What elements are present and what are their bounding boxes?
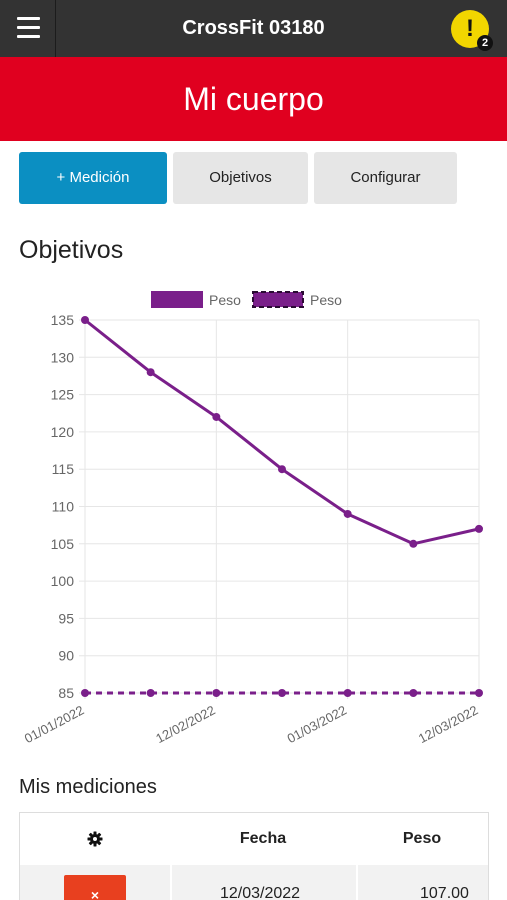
objectives-button[interactable]: Objetivos	[173, 152, 308, 204]
data-point-solid	[278, 465, 286, 474]
y-tick-label: 110	[52, 499, 75, 515]
y-tick-label: 85	[58, 685, 74, 701]
y-tick-label: 115	[52, 461, 75, 477]
column-separator	[170, 865, 172, 900]
data-point-dashed	[278, 689, 286, 697]
y-tick-label: 95	[58, 610, 74, 626]
legend-label-dashed: Peso	[310, 292, 342, 308]
legend-swatch-dashed	[252, 291, 304, 308]
data-point-dashed	[475, 689, 483, 697]
y-tick-label: 100	[51, 573, 75, 589]
data-point-dashed	[409, 689, 418, 697]
hamburger-menu-icon-line	[17, 26, 40, 29]
table-row: × 12/03/2022 107.00	[20, 865, 488, 900]
chart-series	[81, 316, 483, 697]
y-tick-label: 105	[51, 536, 75, 552]
chart-legend: Peso Peso	[151, 291, 342, 308]
data-point-dashed	[212, 689, 221, 697]
alert-count-badge: 2	[477, 35, 493, 51]
data-point-dashed	[146, 689, 155, 697]
weight-column-header: Peso	[402, 830, 442, 847]
top-bar: CrossFit 03180 ! 2	[0, 0, 507, 57]
menu-button[interactable]	[0, 0, 56, 57]
data-point-solid	[343, 509, 352, 518]
data-point-solid	[146, 368, 155, 377]
data-point-solid	[81, 316, 89, 324]
objectives-heading: Objetivos	[19, 236, 124, 264]
hamburger-menu-icon	[17, 17, 40, 20]
x-tick-label: 12/03/2022	[416, 702, 481, 746]
data-point-dashed	[343, 689, 352, 697]
settings-column-header[interactable]	[20, 813, 170, 865]
configure-button[interactable]: Configurar	[314, 152, 457, 204]
hamburger-menu-icon-line	[17, 35, 40, 38]
column-separator	[356, 865, 358, 900]
x-tick-label: 01/01/2022	[22, 702, 87, 746]
date-column-header: Fecha	[239, 830, 287, 847]
y-tick-label: 130	[51, 349, 75, 365]
page-title: Mi cuerpo	[183, 81, 324, 117]
x-tick-label: 12/02/2022	[153, 702, 218, 746]
measurements-table: Fecha Peso × 12/03/2022 107.00	[19, 812, 489, 900]
exclamation-icon: !	[466, 15, 474, 42]
data-point-solid	[212, 412, 221, 421]
table-header: Fecha Peso	[20, 813, 488, 865]
y-tick-label: 125	[51, 387, 75, 403]
legend-swatch-solid	[151, 291, 203, 308]
row-weight: 107.00	[420, 885, 469, 900]
app-title: CrossFit 03180	[182, 17, 325, 39]
data-point-solid	[409, 539, 418, 548]
add-measurement-button[interactable]: + Medición	[19, 152, 167, 204]
row-date: 12/03/2022	[220, 885, 301, 900]
data-point-dashed	[81, 689, 89, 697]
page-banner: Mi cuerpo	[0, 57, 507, 141]
gear-icon	[87, 831, 103, 847]
legend-label-solid: Peso	[209, 292, 241, 308]
x-axis-ticks: 01/01/2022 12/02/2022 01/03/2022 12/03/2022	[22, 702, 481, 746]
y-axis-ticks: 135 130 125 120 115 110 105 100 95 90 85	[51, 312, 75, 701]
weight-chart: 135 130 125 120 115 110 105 100 95 90 85 01/01/202…	[22, 291, 483, 746]
alert-button[interactable]: ! 2	[451, 10, 493, 51]
data-point-solid	[475, 524, 483, 533]
y-tick-label: 135	[51, 312, 75, 328]
measurements-heading: Mis mediciones	[19, 776, 157, 798]
delete-measurement-button[interactable]: ×	[64, 875, 126, 900]
y-tick-label: 120	[51, 424, 75, 440]
chart-grid	[79, 319, 480, 699]
x-tick-label: 01/03/2022	[285, 702, 350, 746]
y-tick-label: 90	[58, 648, 74, 664]
